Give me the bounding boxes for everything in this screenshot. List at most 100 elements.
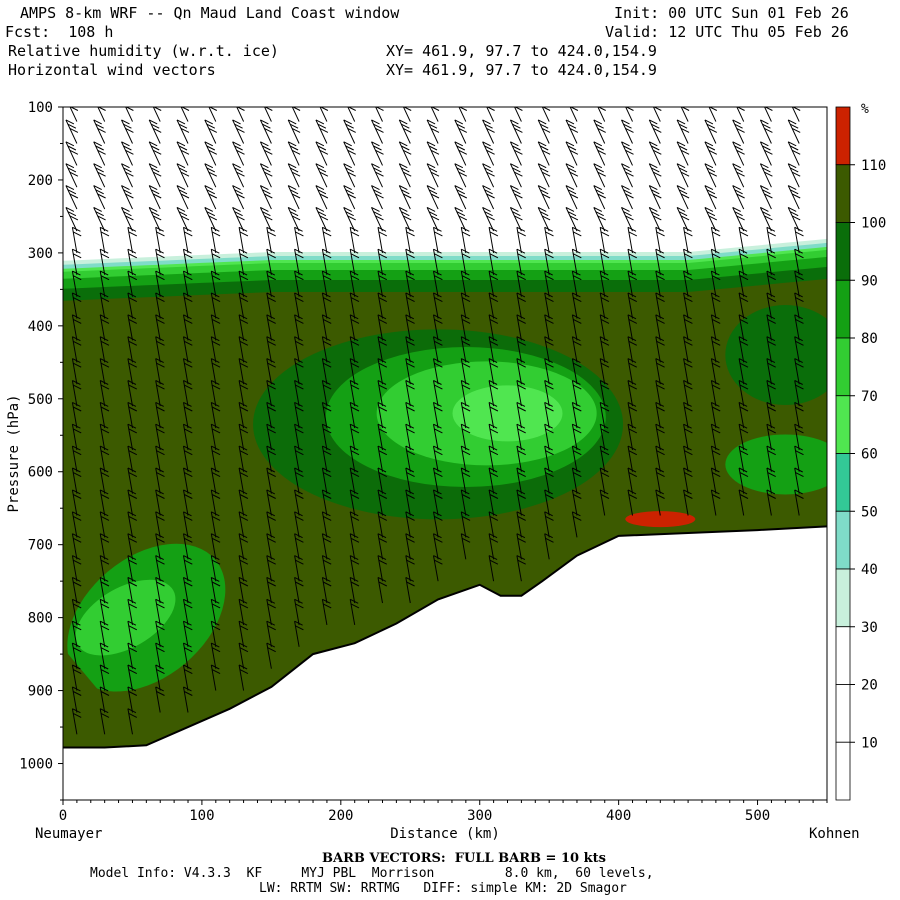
wind-barb-staff xyxy=(599,358,606,385)
wind-barb-flag xyxy=(322,340,332,346)
wind-barb-flag xyxy=(208,171,218,177)
wind-barb-staff xyxy=(155,555,161,582)
wind-barb-flag xyxy=(794,380,803,385)
wind-barb-flag xyxy=(128,625,138,631)
wind-barb-flag xyxy=(239,669,249,675)
wind-barb-flag xyxy=(461,292,470,298)
y-tick-label: 800 xyxy=(28,611,53,627)
wind-barb-flag xyxy=(676,185,686,191)
wind-barb-flag xyxy=(678,145,688,151)
wind-barb-staff xyxy=(683,446,689,472)
wind-barb-flag xyxy=(706,123,716,129)
wind-barb-flag xyxy=(72,625,82,631)
wind-barb-flag xyxy=(176,206,186,212)
wind-barb-flag xyxy=(762,189,771,195)
wind-barb-staff xyxy=(766,271,772,297)
wind-barb-staff xyxy=(232,185,245,210)
wind-barb-staff xyxy=(710,489,717,516)
wind-barb-flag xyxy=(99,445,109,451)
wind-barb-staff xyxy=(593,185,606,210)
wind-barb-flag xyxy=(128,691,138,696)
wind-barb-flag xyxy=(434,231,443,237)
wind-barb-flag xyxy=(572,423,581,429)
wind-barb-flag xyxy=(267,559,276,565)
wind-barb-flag xyxy=(315,119,325,125)
wind-barb-flag xyxy=(72,472,82,478)
wind-barb-flag xyxy=(184,340,193,346)
wind-barb-staff xyxy=(486,107,495,122)
wind-barb-staff xyxy=(759,141,772,166)
wind-barb-flag xyxy=(100,559,110,565)
wind-barb-flag xyxy=(461,336,470,342)
wind-barb-staff xyxy=(343,185,356,210)
wind-barb-flag xyxy=(343,141,352,147)
wind-barb-staff xyxy=(176,185,189,210)
wind-barb-flag xyxy=(461,253,471,259)
wind-barb-flag xyxy=(350,603,360,609)
wind-barb-flag xyxy=(343,206,352,212)
wind-barb-flag xyxy=(322,555,331,561)
wind-barb-flag xyxy=(405,314,415,320)
wind-barb-flag xyxy=(430,171,440,177)
wind-barb-staff xyxy=(148,185,161,210)
wind-barb-staff xyxy=(433,358,439,385)
wind-barb-flag xyxy=(266,401,276,407)
wind-barb-staff xyxy=(627,292,633,319)
wind-barb-staff xyxy=(571,358,578,385)
wind-barb-staff xyxy=(71,489,78,516)
wind-barb-flag xyxy=(294,423,303,429)
wind-barb-staff xyxy=(99,577,106,604)
wind-barb-flag xyxy=(545,231,554,237)
wind-barb-flag xyxy=(319,127,329,133)
wind-barb-flag xyxy=(572,358,581,364)
wind-barb-flag xyxy=(544,445,553,451)
wind-barb-flag xyxy=(767,275,776,281)
wind-barb-staff xyxy=(426,119,439,144)
wind-barb-staff xyxy=(155,577,161,604)
wind-barb-flag xyxy=(711,358,720,364)
wind-barb-staff xyxy=(210,643,217,669)
wind-barb-flag xyxy=(377,314,387,320)
wind-barb-staff xyxy=(294,446,300,472)
wind-barb-staff xyxy=(488,555,495,582)
wind-barb-staff xyxy=(433,380,439,407)
wind-barb-staff xyxy=(210,380,217,407)
wind-barb-staff xyxy=(655,424,661,450)
wind-barb-flag xyxy=(766,358,776,364)
wind-barb-flag xyxy=(461,515,471,521)
wind-barb-flag xyxy=(183,445,192,451)
wind-barb-flag xyxy=(539,167,549,173)
wind-barb-flag xyxy=(211,669,221,675)
wind-barb-staff xyxy=(488,336,495,363)
wind-barb-flag xyxy=(156,669,165,675)
wind-barb-staff xyxy=(377,402,383,429)
wind-barb-staff xyxy=(766,227,772,253)
wind-barb-flag xyxy=(517,428,526,434)
rh-feature-low-inner xyxy=(75,579,176,656)
wind-barb-flag xyxy=(738,292,748,298)
wind-barb-flag xyxy=(72,647,82,653)
wind-barb-flag xyxy=(653,149,662,155)
colorbar-segment xyxy=(835,568,851,628)
wind-barb-flag xyxy=(238,445,248,451)
wind-barb-flag xyxy=(375,127,384,133)
wind-barb-flag xyxy=(795,450,804,456)
wind-barb-flag xyxy=(266,380,276,385)
wind-barb-flag xyxy=(565,185,575,191)
wind-barb-flag xyxy=(347,215,356,221)
wind-barb-staff xyxy=(430,107,439,122)
wind-barb-staff xyxy=(704,119,717,144)
wind-barb-flag xyxy=(517,494,526,499)
wind-barb-flag xyxy=(72,581,82,587)
wind-barb-flag xyxy=(406,494,415,499)
wind-barb-staff xyxy=(599,402,606,429)
wind-barb-flag xyxy=(72,401,81,407)
wind-barb-staff xyxy=(738,424,745,450)
wind-barb-flag xyxy=(322,336,331,342)
wind-barb-flag xyxy=(711,428,721,434)
wind-barb-flag xyxy=(266,248,276,254)
wind-barb-flag xyxy=(183,664,192,670)
wind-barb-staff xyxy=(148,163,161,188)
wind-barb-flag xyxy=(544,401,553,407)
wind-barb-flag xyxy=(516,555,526,561)
